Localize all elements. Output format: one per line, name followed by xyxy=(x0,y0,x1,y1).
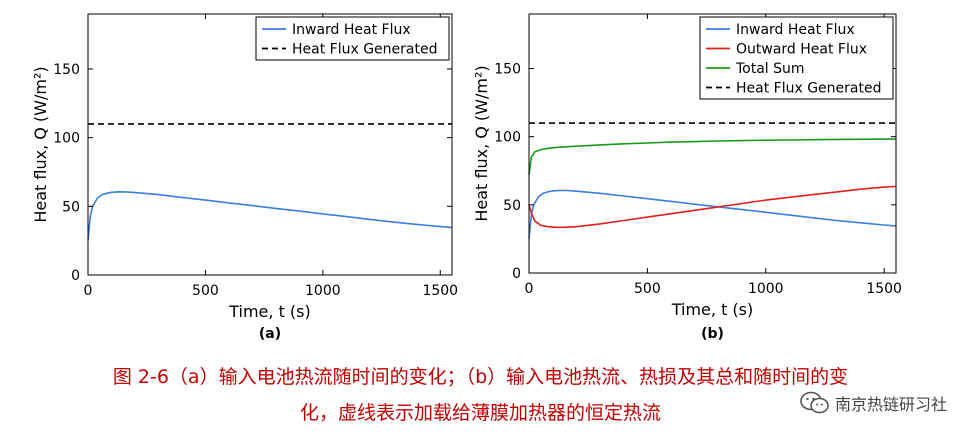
y-axis-label: Heat flux, Q (W/m²) xyxy=(31,66,50,222)
plot-frame xyxy=(87,13,453,276)
x-tick-label: 1000 xyxy=(305,283,341,299)
series-line-1 xyxy=(87,191,453,241)
series-line-1 xyxy=(528,189,897,239)
y-tick-label: 0 xyxy=(512,266,521,282)
series-line-3 xyxy=(528,138,897,176)
figure-caption-line-2: 化，虚线表示加载给薄膜加热器的恒定热流 xyxy=(299,402,661,424)
legend-entry-3: Total Sum xyxy=(735,61,805,77)
panel-label: (a) xyxy=(259,326,281,342)
y-tick-label: 50 xyxy=(503,198,521,214)
x-tick-label: 500 xyxy=(634,281,661,297)
panel-label: (b) xyxy=(701,326,724,342)
legend-box xyxy=(699,16,894,100)
chart-panel-a: 0 500 1000 1500 0 50 100 150 Time, t (s) Heat flu… xyxy=(31,13,458,342)
watermark-text: 南京热链研习社 xyxy=(834,395,947,414)
legend-entry-2: Outward Heat Flux xyxy=(736,42,867,58)
y-tick-label: 50 xyxy=(62,199,80,215)
plot-frame xyxy=(528,13,897,274)
y-axis-label: Heat flux, Q (W/m²) xyxy=(472,65,491,221)
watermark: 南京热链研习社 xyxy=(800,391,947,415)
legend-box xyxy=(255,16,450,61)
x-tick-label: 1500 xyxy=(422,283,458,299)
y-tick-label: 100 xyxy=(494,130,521,146)
legend-entry-2: Heat Flux Generated xyxy=(292,42,437,58)
x-axis-label: Time, t (s) xyxy=(228,302,311,321)
wechat-icon xyxy=(800,391,829,414)
x-tick-label: 0 xyxy=(84,283,93,299)
x-tick-label: 1000 xyxy=(748,281,784,297)
legend-entry-1: Inward Heat Flux xyxy=(736,22,855,38)
chart-panel-b: 0 500 1000 1500 0 50 100 150 Time, t (s) Heat flu… xyxy=(472,13,902,342)
legend-entry-1: Inward Heat Flux xyxy=(292,22,411,38)
y-tick-label: 150 xyxy=(494,62,521,78)
series-line-2 xyxy=(528,185,897,229)
x-tick-label: 500 xyxy=(192,283,219,299)
y-tick-label: 0 xyxy=(71,268,80,284)
x-tick-label: 1500 xyxy=(866,281,902,297)
legend-entry-4: Heat Flux Generated xyxy=(736,81,881,97)
figure-caption-line-1: 图 2-6（a）输入电池热流随时间的变化；（b）输入电池热流、热损及其总和随时间… xyxy=(112,366,849,388)
x-axis-label: Time, t (s) xyxy=(671,300,754,319)
y-tick-label: 150 xyxy=(53,62,80,78)
x-tick-label: 0 xyxy=(525,281,534,297)
y-tick-label: 100 xyxy=(53,131,80,147)
